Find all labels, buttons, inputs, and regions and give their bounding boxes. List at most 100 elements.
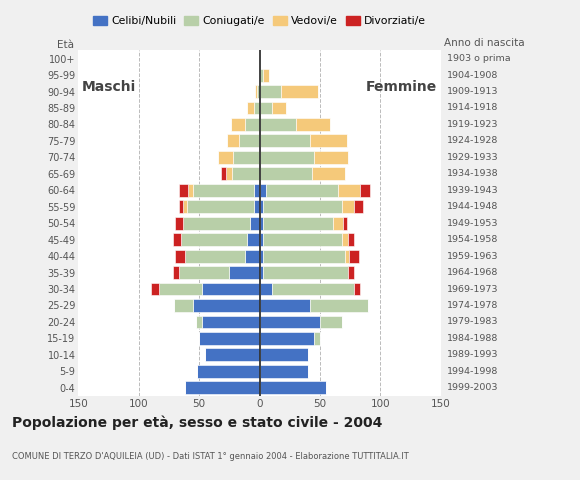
Bar bbox=[260, 200, 263, 213]
Bar bbox=[231, 118, 245, 131]
Bar bbox=[263, 200, 342, 213]
Bar bbox=[343, 217, 347, 229]
Bar bbox=[263, 250, 345, 263]
Bar bbox=[245, 118, 260, 131]
Bar bbox=[342, 233, 348, 246]
Text: 1989-1993: 1989-1993 bbox=[447, 350, 498, 360]
Bar bbox=[151, 283, 160, 296]
Bar bbox=[260, 266, 263, 279]
Bar bbox=[360, 184, 369, 197]
Bar bbox=[266, 184, 338, 197]
Text: 1934-1938: 1934-1938 bbox=[447, 169, 498, 179]
Bar bbox=[183, 200, 187, 213]
Bar bbox=[260, 283, 271, 296]
Text: 1969-1973: 1969-1973 bbox=[447, 285, 498, 294]
Bar bbox=[253, 102, 260, 114]
Bar bbox=[187, 200, 253, 213]
Bar bbox=[183, 217, 250, 229]
Bar bbox=[260, 299, 310, 312]
Bar bbox=[174, 299, 193, 312]
Bar bbox=[260, 118, 296, 131]
Bar bbox=[250, 217, 260, 229]
Bar bbox=[175, 217, 183, 229]
Text: 1924-1928: 1924-1928 bbox=[447, 136, 498, 145]
Text: 1974-1978: 1974-1978 bbox=[447, 301, 498, 310]
Bar bbox=[310, 134, 347, 147]
Bar bbox=[263, 266, 348, 279]
Bar bbox=[226, 168, 232, 180]
Bar bbox=[271, 283, 354, 296]
Bar bbox=[239, 134, 260, 147]
Bar bbox=[260, 365, 308, 378]
Bar bbox=[229, 266, 260, 279]
Bar bbox=[260, 250, 263, 263]
Bar bbox=[348, 233, 354, 246]
Text: 1949-1953: 1949-1953 bbox=[447, 219, 498, 228]
Text: 1904-1908: 1904-1908 bbox=[447, 71, 498, 80]
Bar bbox=[173, 233, 181, 246]
Bar bbox=[260, 134, 310, 147]
Text: 1914-1918: 1914-1918 bbox=[447, 104, 498, 112]
Bar bbox=[179, 200, 183, 213]
Bar bbox=[202, 315, 260, 328]
Text: 1954-1958: 1954-1958 bbox=[447, 235, 498, 244]
Bar bbox=[181, 233, 248, 246]
Text: 1909-1913: 1909-1913 bbox=[447, 87, 498, 96]
Text: 1944-1948: 1944-1948 bbox=[447, 202, 498, 211]
Bar bbox=[260, 102, 271, 114]
Text: 1964-1968: 1964-1968 bbox=[447, 268, 498, 277]
Bar bbox=[342, 200, 354, 213]
Bar bbox=[354, 200, 364, 213]
Bar bbox=[260, 151, 314, 164]
Bar bbox=[173, 266, 179, 279]
Bar bbox=[227, 134, 239, 147]
Bar bbox=[160, 283, 202, 296]
Text: Età: Età bbox=[56, 40, 74, 50]
Bar bbox=[311, 168, 345, 180]
Bar bbox=[248, 233, 260, 246]
Bar bbox=[296, 118, 329, 131]
Text: COMUNE DI TERZO D'AQUILEIA (UD) - Dati ISTAT 1° gennaio 2004 - Elaborazione TUTT: COMUNE DI TERZO D'AQUILEIA (UD) - Dati I… bbox=[12, 452, 408, 461]
Bar bbox=[349, 250, 358, 263]
Text: 1979-1983: 1979-1983 bbox=[447, 317, 498, 326]
Text: 1919-1923: 1919-1923 bbox=[447, 120, 498, 129]
Bar bbox=[263, 69, 269, 82]
Text: 1994-1998: 1994-1998 bbox=[447, 367, 498, 376]
Bar bbox=[348, 266, 354, 279]
Bar bbox=[248, 102, 253, 114]
Bar bbox=[195, 315, 202, 328]
Bar bbox=[184, 381, 260, 394]
Bar bbox=[179, 266, 229, 279]
Bar bbox=[320, 315, 342, 328]
Bar bbox=[310, 299, 368, 312]
Text: 1903 o prima: 1903 o prima bbox=[447, 54, 510, 63]
Bar bbox=[202, 283, 260, 296]
Bar bbox=[260, 348, 308, 361]
Bar bbox=[184, 250, 245, 263]
Bar bbox=[221, 168, 226, 180]
Bar bbox=[257, 85, 260, 98]
Legend: Celibi/Nubili, Coniugati/e, Vedovi/e, Divorziati/e: Celibi/Nubili, Coniugati/e, Vedovi/e, Di… bbox=[93, 16, 426, 26]
Text: Maschi: Maschi bbox=[82, 80, 136, 94]
Text: 1984-1988: 1984-1988 bbox=[447, 334, 498, 343]
Bar bbox=[334, 217, 343, 229]
Bar bbox=[260, 168, 311, 180]
Bar bbox=[263, 233, 342, 246]
Bar bbox=[314, 151, 348, 164]
Bar bbox=[255, 85, 257, 98]
Bar bbox=[260, 332, 314, 345]
Bar bbox=[338, 184, 360, 197]
Bar bbox=[260, 85, 281, 98]
Bar bbox=[205, 348, 260, 361]
Text: 1929-1933: 1929-1933 bbox=[447, 153, 498, 162]
Bar bbox=[271, 102, 286, 114]
Bar bbox=[253, 200, 260, 213]
Bar bbox=[197, 365, 260, 378]
Bar bbox=[260, 69, 263, 82]
Bar bbox=[232, 168, 260, 180]
Bar bbox=[260, 233, 263, 246]
Bar bbox=[193, 299, 260, 312]
Bar bbox=[188, 184, 193, 197]
Bar bbox=[199, 332, 260, 345]
Text: Anno di nascita: Anno di nascita bbox=[444, 38, 524, 48]
